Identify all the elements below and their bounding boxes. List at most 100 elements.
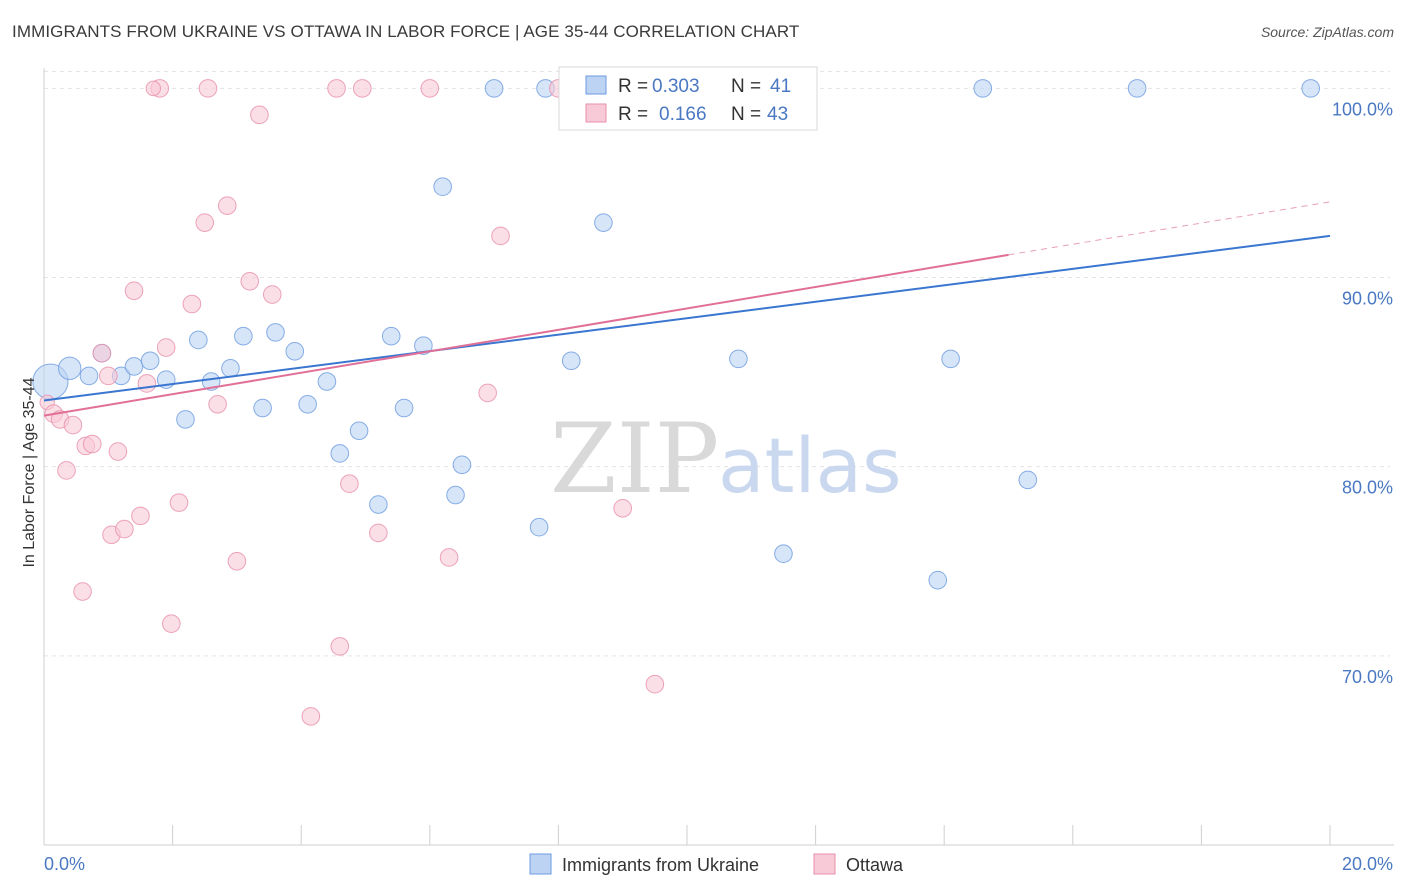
point-ottawa-32 [340, 474, 359, 494]
y-axis-label: In Labor Force | Age 35-44 [21, 377, 38, 567]
point-ukraine-24 [433, 177, 452, 197]
point-ukraine-40 [1301, 79, 1321, 98]
point-ottawa-40 [613, 499, 633, 518]
x-tick-label-1: 20.0% [1342, 854, 1393, 874]
trend-line-ottawa-extension [1008, 201, 1331, 256]
legend-inset: R = 0.303 N = 41 R = 0.166 N = 43 [558, 66, 818, 131]
trend-line-ukraine [43, 234, 1331, 402]
legend-r-label-ottawa: R = [618, 104, 648, 125]
legend-n-value-ottawa: 43 [767, 104, 788, 125]
point-ukraine-39 [1127, 79, 1147, 98]
point-ottawa-8 [92, 343, 112, 363]
point-ukraine-15 [285, 342, 305, 361]
watermark: ZIP atlas [550, 403, 902, 515]
point-ukraine-13 [253, 398, 272, 418]
point-ottawa-41 [645, 674, 665, 694]
point-ukraine-27 [484, 79, 504, 98]
point-ukraine-25 [446, 485, 465, 505]
point-ukraine-26 [452, 455, 472, 475]
point-ottawa-9 [99, 366, 118, 386]
legend-n-label-ukraine: N = [731, 76, 761, 97]
point-ottawa-11 [108, 442, 128, 461]
point-ukraine-23 [394, 398, 414, 418]
point-ukraine-35 [928, 570, 948, 590]
point-ottawa-4 [63, 415, 83, 435]
point-ukraine-36 [941, 349, 960, 369]
axes [43, 68, 1394, 846]
point-ottawa-7 [82, 434, 102, 454]
point-ottawa-27 [250, 105, 269, 125]
point-ottawa-24 [217, 196, 237, 215]
point-ukraine-9 [189, 330, 208, 350]
point-ottawa-14 [131, 506, 150, 526]
bottom-legend-swatch-ottawa [813, 853, 836, 875]
legend-r-label-ukraine: R = [618, 76, 648, 97]
point-ottawa-37 [478, 383, 497, 403]
gridlines [44, 70, 1390, 657]
point-ottawa-36 [439, 548, 459, 567]
point-ukraine-14 [266, 323, 285, 342]
point-ottawa-31 [330, 637, 350, 656]
point-ottawa-3 [57, 461, 76, 480]
point-ottawa-30 [327, 79, 346, 98]
legend-r-value-ukraine: 0.303 [652, 76, 700, 97]
point-ottawa-21 [195, 213, 215, 232]
trend-lines [43, 201, 1331, 417]
y-tick-label-2: 90.0% [1342, 289, 1393, 309]
point-ukraine-18 [330, 444, 350, 463]
point-ukraine-21 [381, 326, 401, 346]
point-ottawa-19 [169, 493, 189, 512]
bottom-legend-label-ukraine: Immigrants from Ukraine [562, 855, 759, 875]
data-points [32, 79, 1321, 726]
legend-n-label-ottawa: N = [731, 104, 761, 125]
point-ottawa-12 [115, 519, 134, 539]
watermark-atlas: atlas [718, 421, 902, 510]
point-ukraine-8 [176, 410, 195, 429]
y-tick-label-1: 80.0% [1342, 478, 1393, 498]
y-tick-label-0: 70.0% [1342, 667, 1393, 687]
point-ukraine-28 [529, 517, 549, 537]
watermark-zip: ZIP [550, 403, 719, 515]
legend-swatch-ukraine [585, 75, 607, 95]
x-tick-label-0: 0.0% [44, 854, 85, 874]
point-ukraine-22 [414, 336, 433, 355]
legend-n-value-ukraine: 41 [770, 76, 791, 97]
point-ukraine-37 [973, 79, 993, 98]
point-ottawa-34 [369, 523, 388, 543]
point-ottawa-13 [124, 281, 144, 301]
point-ukraine-16 [298, 394, 317, 414]
point-ukraine-38 [1018, 470, 1038, 490]
point-ottawa-38 [491, 226, 510, 246]
bottom-legend-label-ottawa: Ottawa [846, 855, 904, 875]
point-ukraine-6 [140, 351, 160, 371]
legend-bottom: Immigrants from Ukraine Ottawa [529, 853, 904, 875]
y-tick-labels: 70.0% 80.0% 90.0% 100.0% [1332, 99, 1393, 686]
point-ottawa-26 [240, 272, 260, 291]
point-ukraine-5 [124, 357, 144, 376]
point-ottawa-20 [182, 294, 202, 314]
point-ukraine-10 [201, 372, 221, 391]
point-ukraine-20 [369, 495, 388, 514]
x-tick-labels: 0.0% 20.0% [44, 854, 1393, 874]
point-ukraine-31 [594, 213, 613, 232]
point-ottawa-17 [156, 338, 176, 357]
point-ukraine-2 [79, 366, 99, 386]
point-ottawa-18 [162, 614, 181, 633]
trend-line-ottawa [43, 253, 1009, 417]
point-ottawa-42 [145, 80, 162, 97]
point-ottawa-33 [352, 79, 372, 98]
chart-title: IMMIGRANTS FROM UKRAINE VS OTTAWA IN LAB… [12, 22, 800, 41]
legend-r-value-ottawa: 0.166 [659, 104, 707, 125]
point-ottawa-35 [420, 79, 440, 98]
source-credit: Source: ZipAtlas.com [1260, 24, 1394, 40]
point-ottawa-23 [208, 394, 227, 414]
point-ukraine-33 [729, 349, 748, 369]
point-ukraine-17 [317, 372, 337, 391]
point-ottawa-22 [198, 79, 218, 98]
bottom-legend-swatch-ukraine [529, 853, 552, 875]
point-ukraine-12 [234, 326, 253, 346]
point-ukraine-34 [774, 544, 793, 563]
point-ukraine-19 [349, 421, 369, 441]
point-ottawa-28 [262, 285, 282, 304]
